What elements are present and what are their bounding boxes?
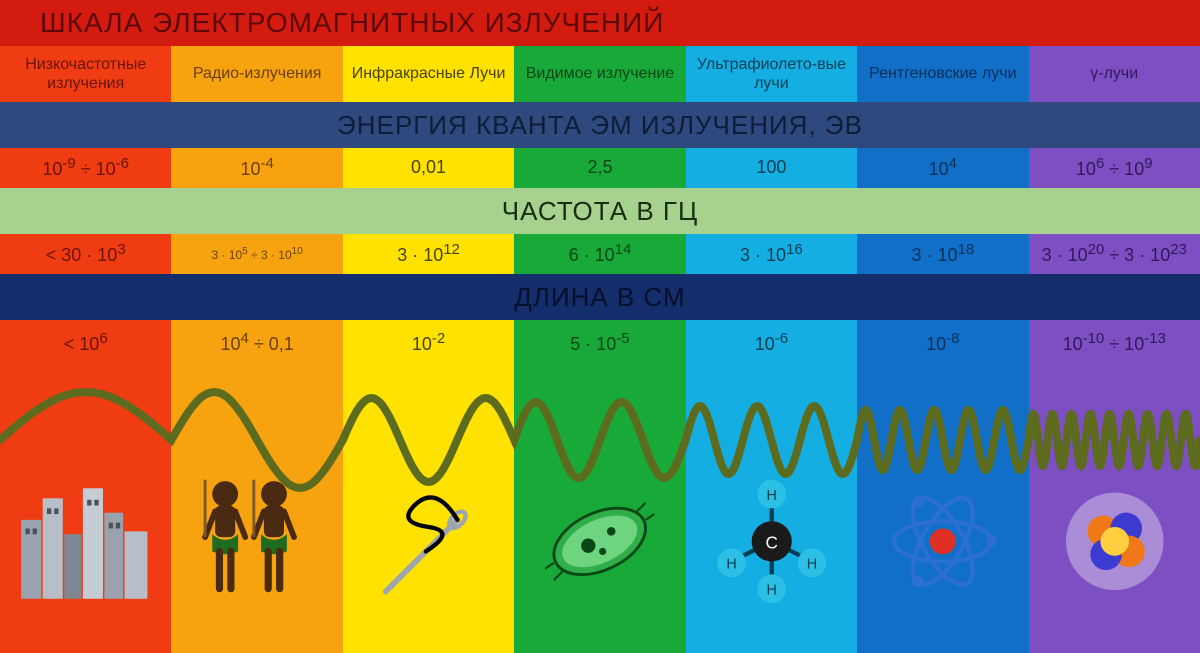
- atom-icon: [863, 370, 1022, 649]
- energy-value-0: 10-9 ÷ 10-6: [0, 148, 171, 188]
- category-3: Видимое излучение: [514, 46, 685, 102]
- section-frequency-title: ЧАСТОТА В ГЦ: [0, 188, 1200, 234]
- icon-cell-0: [0, 366, 171, 653]
- energy-value-5: 104: [857, 148, 1028, 188]
- section-length-title: ДЛИНА В СМ: [0, 274, 1200, 320]
- energy-value-2: 0,01: [343, 148, 514, 188]
- svg-text:H: H: [766, 582, 776, 598]
- length-value-0: < 106: [0, 320, 171, 366]
- humans-icon: [177, 370, 336, 649]
- icon-cell-1: [171, 366, 342, 653]
- category-6: γ-лучи: [1029, 46, 1200, 102]
- category-0: Низкочастотные излучения: [0, 46, 171, 102]
- icon-cell-6: [1029, 366, 1200, 653]
- icon-cell-3: [514, 366, 685, 653]
- energy-value-6: 106 ÷ 109: [1029, 148, 1200, 188]
- energy-values-row: 10-9 ÷ 10-610-40,012,5100104106 ÷ 109: [0, 148, 1200, 188]
- length-value-3: 5 · 10-5: [514, 320, 685, 366]
- freq-value-6: 3 · 1020 ÷ 3 · 1023: [1029, 234, 1200, 274]
- svg-text:H: H: [726, 556, 736, 572]
- length-value-6: 10-10 ÷ 10-13: [1029, 320, 1200, 366]
- main-title: ШКАЛА ЭЛЕКТРОМАГНИТНЫХ ИЗЛУЧЕНИЙ: [0, 0, 1200, 46]
- energy-value-3: 2,5: [514, 148, 685, 188]
- category-5: Рентгеновские лучи: [857, 46, 1028, 102]
- nucleus-icon: [1035, 370, 1194, 649]
- freq-value-0: < 30 · 103: [0, 234, 171, 274]
- freq-value-4: 3 · 1016: [686, 234, 857, 274]
- category-1: Радио-излучения: [171, 46, 342, 102]
- length-value-5: 10-8: [857, 320, 1028, 366]
- svg-text:H: H: [806, 556, 816, 572]
- cell-icon: [520, 370, 679, 649]
- svg-text:C: C: [765, 532, 777, 552]
- category-row: Низкочастотные излученияРадио-излученияИ…: [0, 46, 1200, 102]
- length-value-4: 10-6: [686, 320, 857, 366]
- svg-text:H: H: [766, 487, 776, 503]
- length-value-1: 104 ÷ 0,1: [171, 320, 342, 366]
- energy-value-4: 100: [686, 148, 857, 188]
- frequency-values-row: < 30 · 1033 · 105 ÷ 3 · 10103 · 10126 · …: [0, 234, 1200, 274]
- length-value-2: 10-2: [343, 320, 514, 366]
- category-2: Инфракрасные Лучи: [343, 46, 514, 102]
- freq-value-3: 6 · 1014: [514, 234, 685, 274]
- needle-icon: [349, 370, 508, 649]
- molecule-icon: C H H H H: [692, 370, 851, 649]
- energy-value-1: 10-4: [171, 148, 342, 188]
- icon-cell-5: [857, 366, 1028, 653]
- freq-value-2: 3 · 1012: [343, 234, 514, 274]
- section-energy-title: ЭНЕРГИЯ КВАНТА ЭМ ИЗЛУЧЕНИЯ, ЭВ: [0, 102, 1200, 148]
- icons-row: C H H H H: [0, 366, 1200, 653]
- icon-cell-2: [343, 366, 514, 653]
- icon-cell-4: C H H H H: [686, 366, 857, 653]
- em-spectrum-diagram: ШКАЛА ЭЛЕКТРОМАГНИТНЫХ ИЗЛУЧЕНИЙ Низкоча…: [0, 0, 1200, 653]
- freq-value-5: 3 · 1018: [857, 234, 1028, 274]
- freq-value-1: 3 · 105 ÷ 3 · 1010: [171, 234, 342, 274]
- city-icon: [6, 370, 165, 649]
- length-values-row: < 106104 ÷ 0,110-25 · 10-510-610-810-10 …: [0, 320, 1200, 366]
- category-4: Ультрафиолето-вые лучи: [686, 46, 857, 102]
